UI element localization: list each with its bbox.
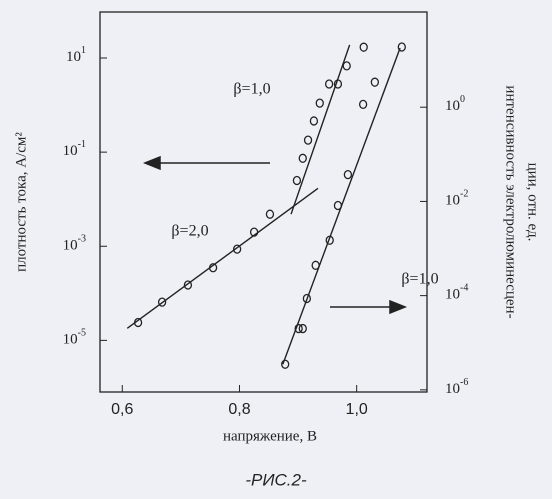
tick-base: 10 (445, 381, 460, 397)
data-point (315, 98, 324, 108)
tick-base: 10 (445, 287, 460, 303)
x-axis-label: напряжение, В (223, 428, 317, 444)
data-point (309, 116, 319, 126)
data-point (292, 175, 302, 186)
data-point (294, 323, 303, 334)
y-tick-label: 10-6 (445, 377, 468, 397)
y-tick-label: 100 (445, 95, 465, 115)
fit-line (290, 44, 351, 215)
y-tick-label: 10-5 (63, 328, 86, 348)
data-point (359, 42, 368, 52)
y-tick-label: 101 (66, 45, 86, 65)
data-point (265, 209, 275, 219)
fit-line (126, 187, 319, 329)
arrow-left (142, 155, 270, 171)
data-point (302, 293, 312, 304)
data-point (298, 323, 307, 334)
annotation: β=1,0 (401, 271, 438, 288)
tick-exponent: -4 (460, 283, 468, 294)
data-point (183, 280, 193, 290)
tick-exponent: -3 (78, 234, 86, 245)
x-tick-label: 0,8 (228, 401, 250, 418)
plot-frame (99, 11, 428, 393)
tick-exponent: -5 (78, 328, 86, 339)
annotation: β=2,0 (171, 223, 208, 240)
data-point (397, 42, 406, 52)
y-tick-label: 10-3 (63, 234, 86, 254)
tick-base: 10 (445, 193, 460, 209)
arrow-right (330, 299, 408, 315)
tick-base: 10 (66, 49, 81, 65)
caption: -РИС.2- (245, 470, 307, 489)
tick-base: 10 (445, 99, 460, 115)
annotation: β=1,0 (233, 81, 270, 98)
y2-axis-label: ции, отн. ед. (525, 163, 541, 242)
tick-exponent: -6 (460, 377, 468, 388)
y-tick-label: 10-2 (445, 189, 468, 209)
data-point (298, 153, 307, 163)
y2-axis-label: интенсивность электролюминесцен- (503, 85, 519, 318)
data-point (358, 99, 368, 110)
data-point (343, 170, 353, 180)
data-point (342, 61, 351, 71)
y-axis-label: плотность тока, А/см² (13, 132, 29, 272)
data-point (157, 297, 167, 307)
tick-base: 10 (63, 238, 78, 254)
data-point (281, 359, 290, 369)
x-tick-label: 1,0 (346, 401, 368, 418)
data-point (303, 135, 313, 145)
data-point (232, 244, 242, 254)
data-point (324, 79, 334, 89)
tick-base: 10 (63, 332, 78, 348)
y-tick-label: 10-1 (63, 139, 86, 159)
tick-exponent: 1 (81, 45, 86, 56)
fit-line (282, 47, 401, 365)
tick-exponent: -1 (78, 139, 86, 150)
y-tick-label: 10-4 (445, 283, 468, 303)
x-tick-label: 0,6 (111, 401, 133, 418)
tick-exponent: -2 (460, 189, 468, 200)
data-point (370, 77, 379, 87)
tick-base: 10 (63, 144, 78, 160)
tick-exponent: 0 (460, 95, 465, 106)
